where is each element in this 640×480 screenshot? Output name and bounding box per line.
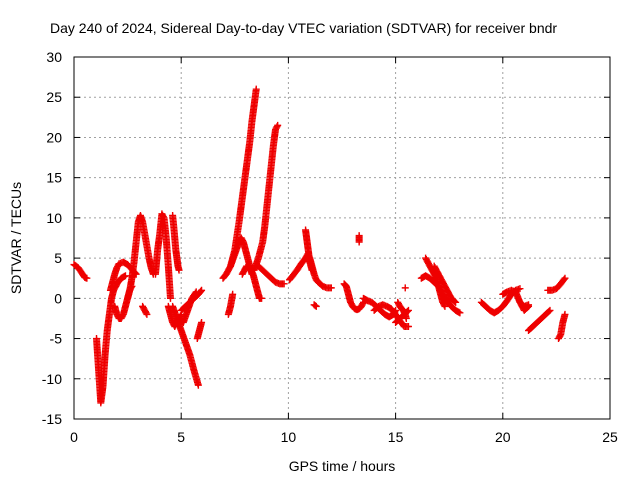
series-s1 (70, 261, 91, 282)
series-s21 (302, 226, 316, 274)
series-s19 (254, 262, 288, 288)
data-point (252, 85, 260, 93)
data-point (194, 381, 202, 389)
series-s36 (525, 306, 554, 335)
x-tick-label: 15 (388, 429, 404, 445)
series-s22 (310, 301, 320, 310)
data-points (70, 85, 569, 407)
data-point (525, 301, 533, 309)
y-tick-label: 5 (54, 250, 62, 266)
series-s32 (430, 262, 460, 306)
series-s16 (238, 262, 266, 302)
series-s12 (177, 286, 206, 314)
series-s15 (227, 85, 260, 270)
data-point (197, 287, 205, 295)
y-tick-label: 20 (46, 129, 62, 145)
data-point (440, 301, 448, 309)
y-tick-label: 0 (54, 290, 62, 306)
data-point (516, 285, 524, 293)
data-point (401, 284, 409, 292)
data-point (561, 310, 569, 318)
data-point (308, 266, 316, 274)
series-s26 (370, 301, 412, 330)
data-point (175, 266, 183, 274)
data-point (312, 302, 320, 310)
data-point (198, 286, 206, 294)
x-tick-label: 20 (495, 429, 511, 445)
data-point (166, 294, 174, 302)
data-point (142, 309, 150, 317)
series-s23 (340, 280, 367, 314)
data-point (327, 284, 335, 292)
data-point (546, 306, 554, 314)
data-point (441, 302, 449, 310)
data-point (280, 280, 288, 288)
data-point (359, 300, 367, 308)
data-point (143, 310, 151, 318)
series-s5 (124, 211, 157, 302)
data-point (402, 314, 410, 322)
series-s18 (224, 290, 237, 318)
data-point (311, 302, 319, 310)
data-point (274, 121, 282, 129)
data-point (451, 297, 459, 305)
data-point (83, 274, 91, 282)
x-tick-label: 5 (177, 429, 185, 445)
x-tick-label: 0 (70, 429, 78, 445)
plot-frame (73, 56, 611, 420)
series-s35 (516, 298, 533, 310)
data-point (456, 309, 464, 317)
data-point (355, 238, 363, 246)
y-axis-label: SDTVAR / TECUs (8, 182, 24, 294)
data-point (560, 275, 568, 283)
data-point (404, 322, 412, 330)
series-s33 (477, 285, 524, 317)
x-tick-label: 10 (281, 429, 297, 445)
y-tick-label: 10 (46, 210, 62, 226)
series-s6 (139, 302, 151, 318)
series-s29 (401, 284, 409, 292)
data-point (561, 274, 569, 282)
series-s2 (93, 272, 129, 407)
y-tick-label: 15 (46, 170, 62, 186)
x-axis-label: GPS time / hours (289, 458, 396, 474)
series-s38 (555, 310, 569, 343)
series-s37 (544, 274, 569, 294)
series-s7 (151, 210, 174, 302)
y-tick-label: -10 (42, 371, 62, 387)
series-s17 (250, 121, 282, 274)
series-s28 (394, 298, 410, 322)
data-point (258, 294, 266, 302)
data-point (121, 272, 129, 280)
data-point (273, 123, 281, 131)
x-tick-label: 25 (602, 429, 618, 445)
y-tick-label: -5 (50, 331, 63, 347)
y-tick-label: -15 (42, 411, 62, 427)
grid (74, 57, 610, 419)
data-point (198, 318, 206, 326)
data-point (452, 298, 460, 306)
series-s8 (169, 211, 183, 274)
series-s10 (169, 302, 202, 389)
chart-title: Day 240 of 2024, Sidereal Day-to-day VTE… (50, 20, 557, 36)
series-s13 (193, 318, 206, 343)
data-point (229, 290, 237, 298)
axis-ticks: 0 5 10 15 20 25 -15 -10 -5 0 5 10 15 20 25 30 (42, 49, 618, 445)
y-tick-label: 25 (46, 89, 62, 105)
y-tick-label: 30 (46, 49, 62, 65)
data-point (545, 307, 553, 315)
series-s24 (355, 232, 363, 246)
